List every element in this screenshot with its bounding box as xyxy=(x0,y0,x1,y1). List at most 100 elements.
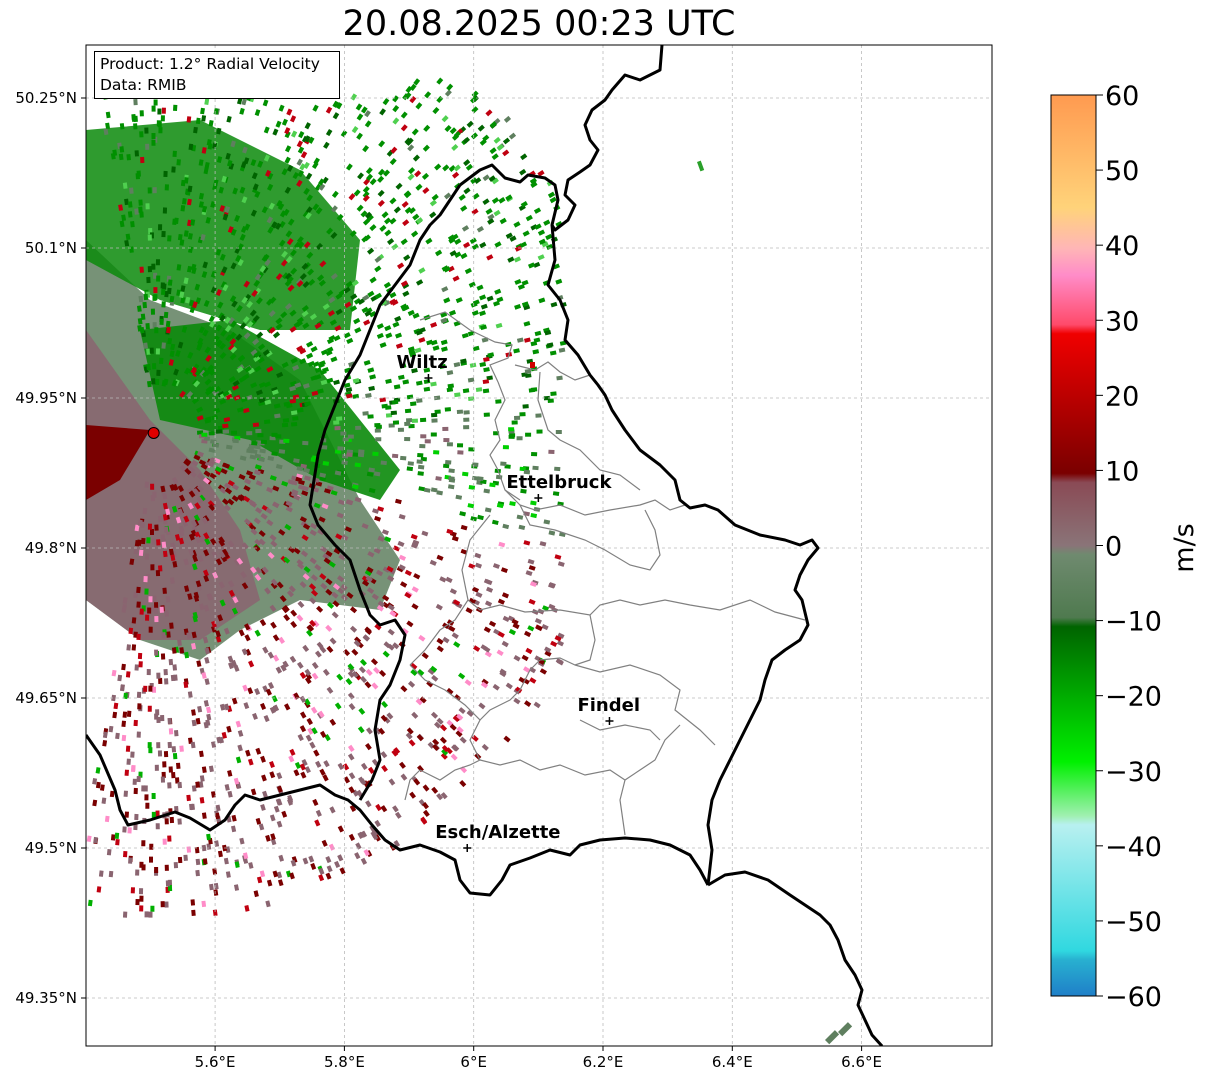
echo-pixel xyxy=(257,160,264,168)
echo-pixel xyxy=(297,562,305,570)
echo-pixel xyxy=(258,823,265,831)
echo-pixel xyxy=(285,403,293,409)
echo-pixel xyxy=(382,98,390,106)
echo-pixel xyxy=(237,258,244,267)
echo-pixel xyxy=(546,342,554,348)
echo-pixel xyxy=(250,382,258,389)
echo-pixel xyxy=(367,551,375,558)
echo-pixel xyxy=(302,322,310,330)
echo-pixel xyxy=(308,136,315,144)
echo-pixel xyxy=(336,512,344,519)
echo-pixel xyxy=(306,717,313,726)
echo-pixel xyxy=(453,641,461,648)
echo-pixel xyxy=(391,453,399,459)
echo-pixel xyxy=(324,488,331,494)
echo-pixel xyxy=(354,496,362,503)
echo-pixel xyxy=(179,291,185,299)
echo-pixel xyxy=(471,243,479,251)
echo-pixel xyxy=(299,725,307,733)
echo-pixel xyxy=(241,196,248,204)
echo-pixel xyxy=(387,575,395,582)
echo-pixel xyxy=(481,743,489,751)
echo-pixel xyxy=(337,575,345,583)
echo-pixel xyxy=(235,756,242,764)
echo-pixel xyxy=(223,627,230,635)
echo-pixel xyxy=(216,156,223,163)
echo-pixel xyxy=(377,189,385,197)
echo-pixel xyxy=(555,429,562,434)
echo-pixel xyxy=(233,664,240,672)
echo-pixel xyxy=(528,387,536,393)
echo-pixel xyxy=(408,167,416,175)
echo-pixel xyxy=(234,861,240,868)
echo-pixel xyxy=(139,266,144,273)
echo-pixel xyxy=(449,588,457,595)
echo-pixel xyxy=(196,484,204,492)
echo-pixel xyxy=(364,211,372,219)
echo-pixel xyxy=(305,341,314,348)
echo-pixel xyxy=(311,390,319,396)
echo-pixel xyxy=(483,367,490,373)
echo-pixel xyxy=(400,238,408,246)
echo-pixel xyxy=(346,592,354,599)
echo-pixel xyxy=(234,214,241,222)
echo-pixel xyxy=(337,854,344,862)
echo-pixel xyxy=(176,264,182,271)
echo-pixel xyxy=(380,714,388,722)
echo-pixel xyxy=(290,859,297,867)
echo-pixel xyxy=(147,742,152,749)
echo-pixel xyxy=(160,653,166,660)
echo-pixel xyxy=(386,565,394,573)
echo-pixel xyxy=(219,253,226,261)
echo-pixel xyxy=(118,204,124,211)
echo-pixel xyxy=(261,566,269,574)
echo-pixel xyxy=(148,856,153,863)
echo-pixel xyxy=(154,649,159,656)
echo-pixel xyxy=(248,862,254,869)
echo-pixel xyxy=(357,172,365,180)
echo-pixel xyxy=(112,711,118,719)
echo-pixel xyxy=(400,280,409,287)
echo-pixel xyxy=(440,339,448,346)
echo-pixel xyxy=(429,211,437,219)
echo-pixel xyxy=(332,600,340,608)
echo-pixel xyxy=(550,391,557,396)
echo-pixel xyxy=(215,558,223,566)
echo-pixel xyxy=(358,707,366,715)
echo-pixel xyxy=(192,301,198,309)
echo-pixel xyxy=(255,817,262,825)
echo-pixel xyxy=(183,177,189,184)
echo-pixel xyxy=(215,324,223,332)
echo-pixel xyxy=(433,395,441,401)
echo-pixel xyxy=(340,130,348,138)
echo-pixel xyxy=(210,201,216,208)
echo-pixel xyxy=(266,183,274,191)
echo-pixel xyxy=(143,293,149,301)
echo-pixel xyxy=(348,193,356,201)
colorbar-tick-label: −20 xyxy=(1105,682,1162,713)
echo-pixel xyxy=(265,834,271,842)
echo-pixel xyxy=(275,317,283,325)
echo-pixel xyxy=(360,106,368,114)
echo-pixel xyxy=(328,843,335,851)
echo-pixel xyxy=(355,842,362,850)
echo-pixel xyxy=(158,565,163,572)
echo-pixel xyxy=(271,432,278,437)
echo-pixel xyxy=(502,445,509,450)
echo-pixel xyxy=(367,766,375,775)
echo-pixel xyxy=(201,672,207,679)
echo-pixel xyxy=(201,812,207,819)
echo-pixel xyxy=(282,272,289,280)
echo-pixel xyxy=(348,786,355,794)
echo-pixel xyxy=(363,849,370,857)
echo-pixel xyxy=(356,113,364,121)
echo-pixel xyxy=(326,645,334,653)
echo-pixel xyxy=(225,334,233,342)
echo-pixel xyxy=(296,466,304,472)
echo-pixel xyxy=(256,440,263,445)
echo-pixel xyxy=(143,685,148,692)
echo-pixel xyxy=(477,124,485,132)
echo-pixel xyxy=(134,524,140,532)
echo-pixel xyxy=(96,886,102,893)
echo-pixel xyxy=(529,677,537,684)
